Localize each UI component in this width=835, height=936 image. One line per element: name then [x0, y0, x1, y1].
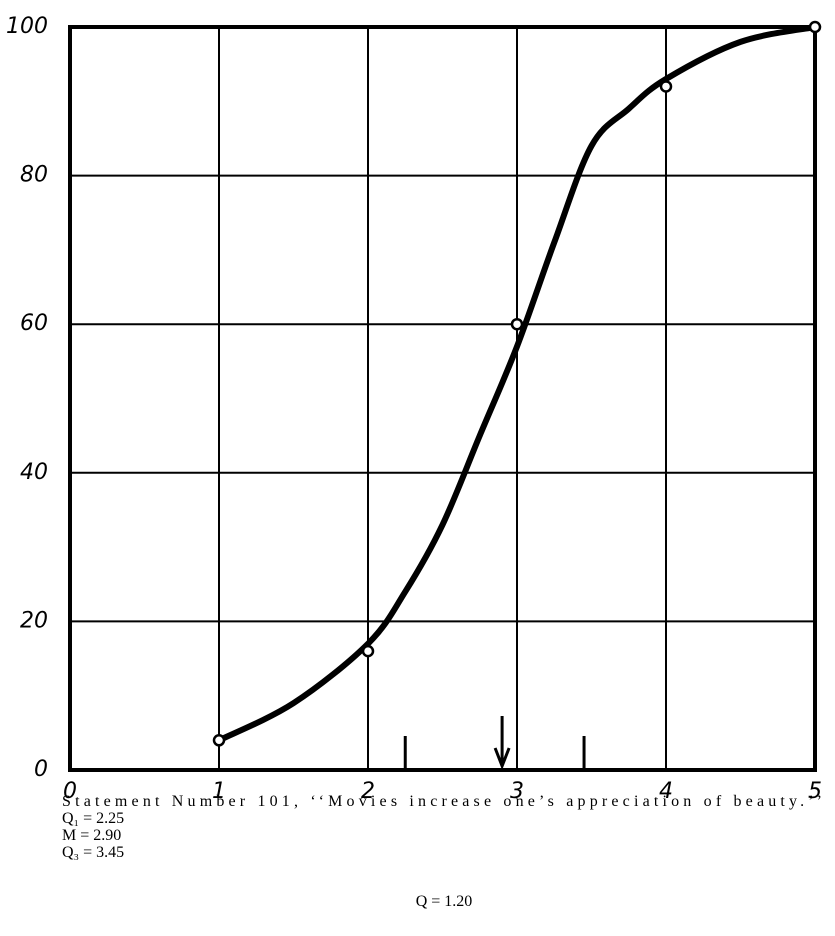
x-tick-label: 1	[212, 779, 226, 804]
x-tick-label: 5	[808, 779, 822, 804]
data-point	[808, 20, 822, 34]
y-tick-label: 80	[20, 163, 48, 188]
chart-title: Statement Number 101, ‘‘Movies increase …	[62, 793, 822, 810]
x-tick-label: 0	[63, 779, 77, 804]
y-tick-label: 20	[20, 608, 48, 633]
y-tick-label: 60	[20, 311, 48, 336]
caption-line: Q₁ = 2.25	[62, 810, 124, 827]
y-tick-label: 100	[6, 14, 48, 39]
curve	[216, 24, 818, 744]
data-point	[212, 734, 226, 747]
y-tick-label: 0	[34, 757, 48, 782]
caption-line: Q₃ = 3.45	[62, 844, 124, 861]
data-point	[659, 80, 673, 93]
data-point	[510, 317, 524, 331]
x-tick-label: 4	[659, 779, 673, 804]
y-tick-label: 40	[20, 460, 48, 485]
x-tick-label: 2	[361, 779, 375, 804]
median-arrow	[493, 716, 511, 771]
plot-border	[68, 25, 817, 772]
footnote: Q = 1.20	[416, 893, 473, 910]
caption-line: M = 2.90	[62, 827, 121, 844]
data-point	[361, 644, 375, 658]
x-tick-label: 3	[510, 779, 524, 804]
